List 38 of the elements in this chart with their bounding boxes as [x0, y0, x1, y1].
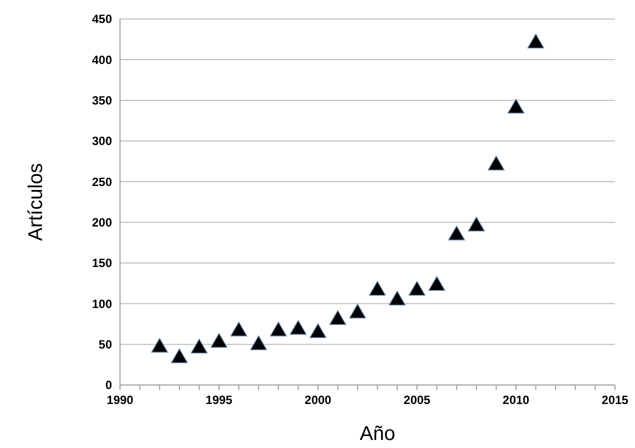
point: [448, 226, 465, 240]
x-tick-label: 2000: [304, 393, 332, 407]
point: [349, 304, 366, 318]
point: [329, 310, 346, 325]
y-tick-label: 150: [92, 256, 112, 270]
x-tick-label: 1990: [106, 393, 134, 407]
point: [408, 281, 426, 296]
point: [369, 281, 386, 296]
point: [428, 276, 446, 291]
point: [290, 320, 307, 335]
point: [488, 156, 505, 170]
y-tick-label: 300: [92, 134, 112, 148]
y-tick-label: 400: [92, 52, 112, 67]
point: [388, 290, 406, 306]
point: [250, 336, 267, 350]
point: [190, 338, 208, 354]
x-tick-label: 2010: [502, 393, 530, 407]
y-tick-label: 350: [92, 94, 112, 108]
point: [468, 216, 485, 232]
point: [230, 322, 248, 336]
y-tick-label: 50: [98, 338, 112, 352]
x-axis-title: Año: [360, 423, 396, 445]
y-tick-label: 450: [92, 12, 112, 26]
point: [151, 338, 168, 353]
point: [527, 34, 544, 48]
y-tick-label: 100: [92, 296, 112, 311]
y-tick-label: 250: [92, 174, 112, 189]
point: [270, 322, 287, 336]
y-axis-title: Artículos: [25, 163, 47, 241]
x-tick-label: 2005: [404, 393, 431, 407]
x-tick-label: 1995: [206, 393, 233, 407]
point: [210, 333, 228, 348]
point: [508, 98, 524, 114]
point: [310, 323, 326, 338]
point: [171, 348, 188, 364]
y-tick-label: 200: [92, 216, 112, 230]
x-tick-label: 2015: [602, 393, 629, 407]
y-tick-label: 0: [105, 378, 112, 392]
